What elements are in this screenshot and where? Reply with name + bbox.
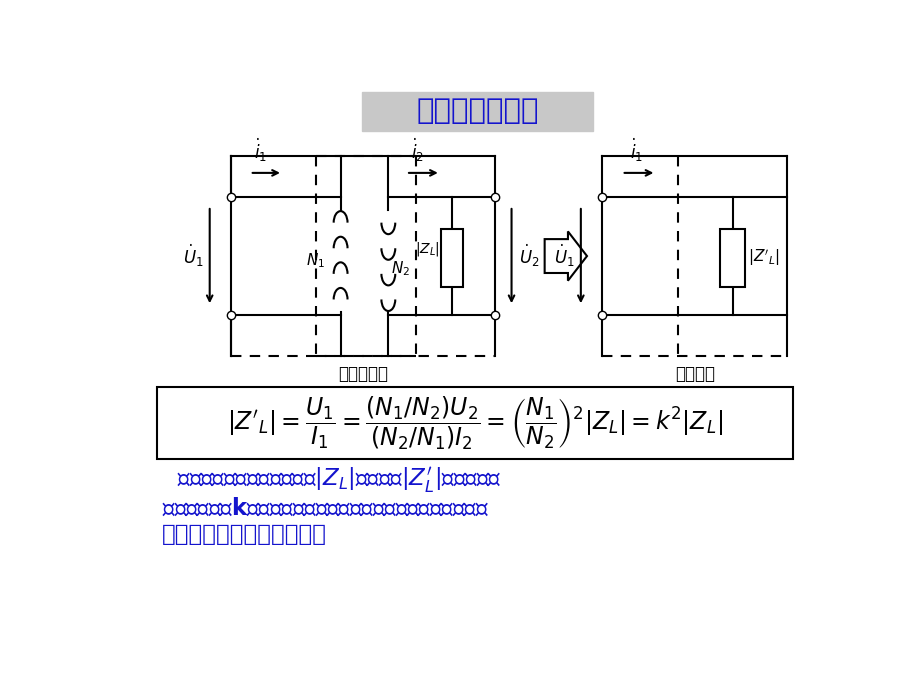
Bar bbox=[157, 387, 792, 459]
Text: $\dot{i}_2$: $\dot{i}_2$ bbox=[411, 137, 424, 164]
Text: 变压器电路: 变压器电路 bbox=[337, 365, 388, 383]
Text: $\dot{i}_1$: $\dot{i}_1$ bbox=[254, 137, 267, 164]
Text: 合适的电压比$\mathbf{k}$，可把实际负载阻抗变换为所需的阻抗值，这就: 合适的电压比$\mathbf{k}$，可把实际负载阻抗变换为所需的阻抗值，这就 bbox=[162, 496, 488, 520]
Text: $\dot{i}_1$: $\dot{i}_1$ bbox=[630, 137, 643, 164]
Bar bbox=[441, 229, 462, 287]
Polygon shape bbox=[544, 231, 586, 281]
Text: 是变压器的变换阻抗作用。: 是变压器的变换阻抗作用。 bbox=[162, 522, 326, 546]
Text: $\dot{U}_1$: $\dot{U}_1$ bbox=[183, 243, 203, 269]
Text: $\dot{U}_1$: $\dot{U}_1$ bbox=[553, 243, 574, 269]
Text: 上式表明，经变压器把负载$|Z_L|$阻抗变换$|Z_L^{\prime}|$。通过选择: 上式表明，经变压器把负载$|Z_L|$阻抗变换$|Z_L^{\prime}|$。… bbox=[177, 465, 501, 495]
Bar bbox=[720, 229, 744, 287]
Text: 等效电路: 等效电路 bbox=[674, 365, 714, 383]
Text: $N_1$: $N_1$ bbox=[306, 252, 324, 270]
Text: $|Z_L|$: $|Z_L|$ bbox=[414, 239, 439, 258]
Bar bbox=[362, 92, 593, 130]
Text: $N_2$: $N_2$ bbox=[391, 259, 410, 278]
Text: （三）变换阻抗: （三）变换阻抗 bbox=[416, 97, 539, 126]
Text: $\dot{U}_2$: $\dot{U}_2$ bbox=[518, 243, 539, 269]
Text: $|Z'_L| = \dfrac{U_1}{I_1} = \dfrac{(N_1/N_2)U_2}{(N_2/N_1)I_2} = \left(\dfrac{N: $|Z'_L| = \dfrac{U_1}{I_1} = \dfrac{(N_1… bbox=[227, 394, 722, 452]
Text: $|Z'_L|$: $|Z'_L|$ bbox=[747, 248, 779, 268]
